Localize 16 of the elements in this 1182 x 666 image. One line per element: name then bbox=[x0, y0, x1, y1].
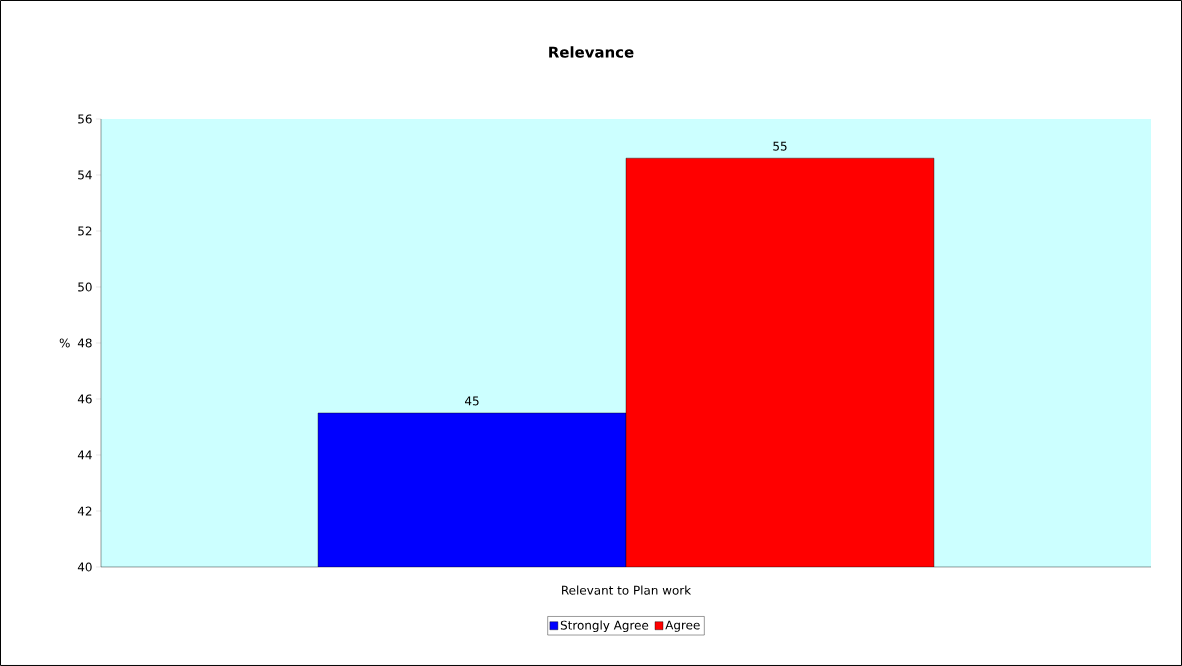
y-tick-label: 44 bbox=[77, 450, 92, 460]
y-tick-label: 50 bbox=[78, 282, 92, 292]
data-label: 55 bbox=[773, 141, 787, 151]
y-tick-label: 56 bbox=[78, 114, 92, 124]
y-tick-label: 52 bbox=[78, 226, 92, 236]
legend-label: Strongly Agree bbox=[560, 620, 649, 633]
data-label: 45 bbox=[465, 396, 479, 406]
legend-label: Agree bbox=[665, 620, 700, 632]
y-axis-title: % bbox=[59, 338, 70, 348]
y-tick-label: 40 bbox=[77, 562, 92, 572]
chart-title: Relevance bbox=[549, 46, 634, 58]
x-tick-label: Relevant to Plan work bbox=[562, 585, 692, 595]
y-tick-label: 42 bbox=[77, 506, 92, 516]
y-tick-label: 54 bbox=[78, 170, 92, 180]
y-tick-label: 48 bbox=[77, 338, 92, 348]
y-tick-label: 46 bbox=[77, 394, 92, 404]
